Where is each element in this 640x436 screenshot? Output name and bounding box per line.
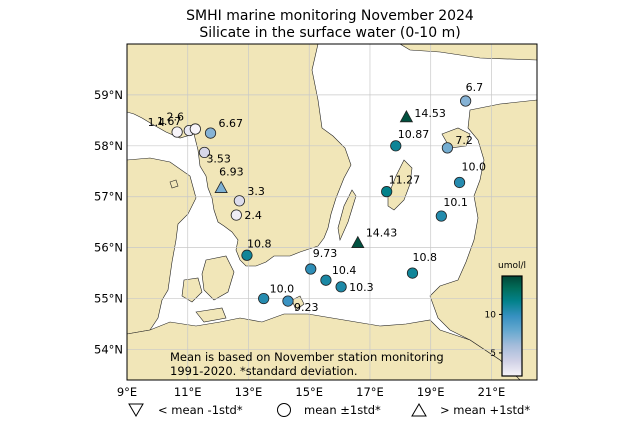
- lon-tick-label: 19°E: [417, 385, 445, 399]
- map-area: [126, 43, 538, 381]
- station-circle-marker: [381, 186, 393, 198]
- lon-tick-label: 21°E: [478, 385, 506, 399]
- station-value-label: 2.6: [167, 111, 185, 124]
- chart-title: SMHI marine monitoring November 2024: [186, 8, 474, 24]
- land-funen: [181, 277, 203, 303]
- legend-below-label: < mean -1std*: [158, 403, 243, 417]
- land-anholt: [169, 179, 179, 189]
- station-value-label: 10.3: [349, 281, 374, 294]
- lat-tick-label: 57°N: [94, 190, 123, 204]
- lat-tick-label: 56°N: [94, 241, 123, 255]
- station-value-label: 10.0: [462, 160, 487, 173]
- axis-ticks: 9°E 11°E 13°E 15°E 17°E 19°E 21°E 54°N 55°N 56°N 5…: [94, 88, 505, 399]
- land-finland: [399, 44, 537, 61]
- land-jutland: [127, 157, 197, 335]
- legend-within-label: mean ±1std*: [304, 403, 381, 417]
- legend-down-triangle-icon: [128, 403, 144, 417]
- legend-up-triangle-icon: [411, 403, 427, 417]
- station-circle-marker: [305, 263, 317, 275]
- station-value-label: 9.23: [294, 301, 319, 314]
- map-frame: [126, 43, 538, 381]
- station-circle-marker: [320, 274, 332, 286]
- station-value-label: 10.8: [412, 251, 437, 264]
- station-circle-marker: [189, 123, 201, 135]
- land-scandinavia: [127, 44, 352, 267]
- colorbar-tick-label: 5: [490, 349, 496, 359]
- station-triangle-marker: [214, 180, 228, 193]
- colorbar-unit: umol/l: [498, 261, 526, 271]
- station-value-label: 9.73: [313, 247, 338, 260]
- lat-tick-label: 59°N: [94, 88, 123, 102]
- lon-tick-label: 13°E: [235, 385, 263, 399]
- station-value-label: 10.1: [443, 196, 468, 209]
- station-triangle-marker: [351, 235, 365, 248]
- legend-above-label: > mean +1std*: [440, 403, 530, 417]
- lat-tick-label: 54°N: [94, 342, 123, 356]
- station-circle-marker: [282, 295, 294, 307]
- station-circle-marker: [198, 146, 211, 159]
- station-circle-marker: [335, 281, 347, 293]
- station-value-label: 3.53: [206, 152, 231, 165]
- station-value-label: 1.67: [157, 115, 182, 128]
- station-value-label: 11.27: [389, 174, 421, 187]
- station-value-label: 6.93: [219, 166, 244, 179]
- station-circle-marker: [241, 249, 253, 261]
- station-circle-marker: [441, 142, 454, 154]
- station-circle-marker: [204, 127, 217, 139]
- graticule: [127, 44, 537, 380]
- station-value-label: 3.3: [247, 185, 264, 198]
- lon-tick-label: 17°E: [356, 385, 384, 399]
- land-germany-poland: [127, 313, 521, 380]
- station-value-label: 7.2: [455, 134, 473, 147]
- station-circle-marker: [460, 95, 472, 107]
- station-circle-marker: [390, 140, 402, 152]
- land-zealand: [201, 255, 235, 301]
- colorbar: umol/l 5 10: [485, 261, 526, 377]
- station-circle-marker: [435, 210, 447, 222]
- legend-circle-icon: [277, 403, 291, 417]
- lat-tick-label: 55°N: [94, 292, 123, 306]
- land-bornholm: [291, 295, 305, 311]
- station-triangle-marker: [399, 109, 414, 123]
- note-line-1: Mean is based on November station monito…: [170, 350, 444, 364]
- chart-subtitle: Silicate in the surface water (0-10 m): [199, 25, 460, 41]
- lon-tick-label: 11°E: [174, 385, 202, 399]
- station-value-label: 10.0: [270, 283, 295, 296]
- station-value-label: 2.4: [244, 209, 261, 222]
- station-value-label: 10.87: [398, 128, 430, 141]
- land-gotland: [387, 159, 413, 211]
- lat-tick-label: 58°N: [94, 139, 123, 153]
- colorbar-ticks: 5 10: [485, 310, 502, 359]
- marker-legend: < mean -1std* mean ±1std* > mean +1std*: [128, 403, 530, 417]
- station-circle-marker: [233, 195, 245, 207]
- lon-tick-label: 15°E: [295, 385, 323, 399]
- station-circle-marker: [406, 267, 419, 279]
- station-value-label: 6.67: [219, 117, 244, 130]
- station-circle-marker: [230, 209, 242, 221]
- lon-tick-label: 9°E: [117, 385, 137, 399]
- station-markers: 1.4 2.61.67 6.67 3.536.933.3 2.4 10.8 10.0 9.23…: [148, 81, 486, 314]
- land-lolland: [195, 307, 227, 323]
- station-value-label: 14.43: [366, 227, 398, 240]
- station-circle-marker: [258, 292, 270, 305]
- station-value-label: 10.8: [247, 237, 271, 250]
- land-oland: [337, 189, 357, 242]
- station-value-label: 6.7: [466, 81, 484, 94]
- station-value-label: 1.4: [148, 116, 166, 129]
- colorbar-tick-label: 10: [485, 310, 497, 320]
- station-circle-marker: [171, 126, 183, 138]
- note-line-2: 1991-2020. *standard deviation.: [170, 364, 358, 378]
- colorbar-gradient: [501, 275, 523, 377]
- station-circle-marker: [453, 176, 466, 189]
- station-value-label: 14.53: [414, 107, 446, 120]
- station-value-label: 10.4: [332, 264, 357, 277]
